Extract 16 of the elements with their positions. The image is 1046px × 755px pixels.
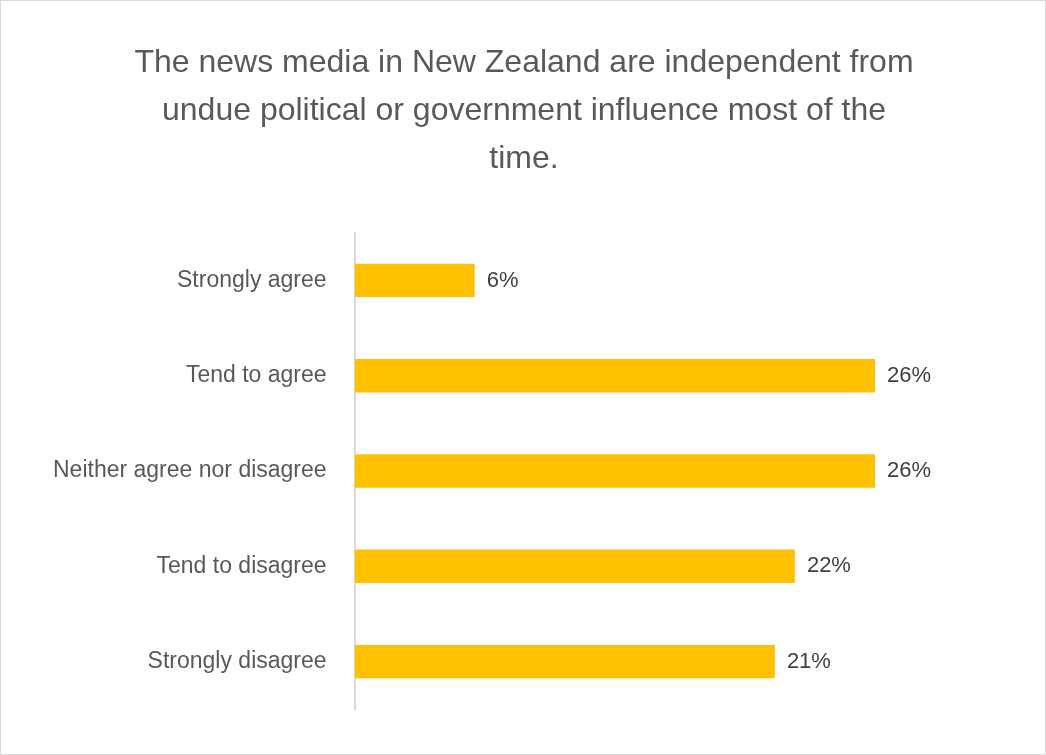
data-label: 26% [886,361,931,387]
data-label: 6% [486,266,519,292]
y-tick-label: Strongly agree [177,265,327,292]
bar [354,644,775,679]
data-label: 22% [806,552,851,578]
bar [354,263,475,298]
bar [354,549,795,583]
y-tick-label: Tend to disagree [156,551,327,578]
chart-title: The news media in New Zealand are independent from undue political or government influence most of the time. [133,42,915,177]
y-tick-label: Neither agree nor disagree [53,456,327,483]
bar [354,359,875,393]
bar [354,454,875,488]
y-tick-label: Strongly disagree [147,646,327,673]
data-label: 26% [886,457,931,483]
data-label: 21% [786,647,831,673]
y-tick-label: Tend to agree [185,361,327,388]
